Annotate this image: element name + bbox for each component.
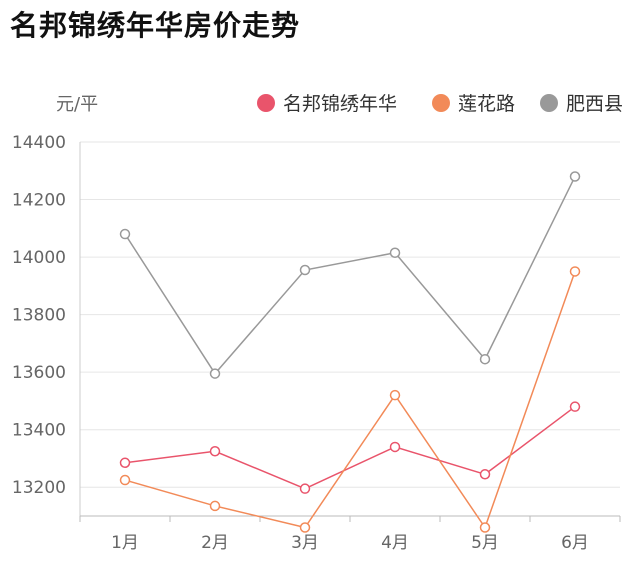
y-tick-label: 13400 <box>12 421 66 441</box>
y-tick-label: 14200 <box>12 191 66 211</box>
data-point <box>479 469 491 480</box>
data-point <box>389 247 401 259</box>
x-tick-label: 6月 <box>561 533 589 553</box>
chart-title: 名邦锦绣年华房价走势 <box>10 9 301 42</box>
y-tick-label: 13600 <box>12 363 66 383</box>
x-tick-label: 5月 <box>471 533 499 553</box>
series-line <box>124 271 576 530</box>
legend-label: 名邦锦绣年华 <box>283 93 397 115</box>
series-line <box>124 176 576 375</box>
x-tick-label: 4月 <box>381 533 409 553</box>
data-point <box>479 522 491 533</box>
axes: 13200 13400 13600 13800 14000 14200 14400 1月 2月 3… <box>12 94 621 553</box>
series-line <box>124 406 576 490</box>
legend: 名邦锦绣年华 莲花路 肥西县 <box>257 93 623 115</box>
data-point <box>569 266 581 277</box>
data-point <box>119 457 131 469</box>
data-point <box>569 171 581 182</box>
data-point <box>299 483 311 494</box>
series-lines <box>119 171 581 533</box>
data-point <box>209 500 221 512</box>
data-point <box>389 441 401 453</box>
legend-marker <box>540 94 558 112</box>
legend-label: 肥西县 <box>566 93 623 115</box>
y-tick-label: 13200 <box>12 478 66 498</box>
data-point <box>119 474 131 486</box>
x-tick-label: 3月 <box>291 533 319 553</box>
data-point <box>209 368 221 379</box>
data-point <box>389 389 401 401</box>
x-tick-label: 2月 <box>201 533 229 553</box>
data-point <box>299 264 311 276</box>
legend-label: 莲花路 <box>458 93 515 115</box>
y-tick-label: 14000 <box>12 248 66 268</box>
data-point <box>479 353 491 365</box>
grid <box>80 141 620 488</box>
x-tick-label: 1月 <box>111 533 139 553</box>
y-tick-label: 13800 <box>12 306 66 326</box>
legend-marker <box>432 94 450 112</box>
data-point <box>569 401 581 412</box>
y-axis-label: 元/平 <box>56 94 98 115</box>
legend-marker <box>257 94 275 112</box>
y-tick-label: 14400 <box>12 133 66 153</box>
data-point <box>299 522 311 533</box>
data-point <box>209 446 221 457</box>
data-point <box>119 228 131 240</box>
